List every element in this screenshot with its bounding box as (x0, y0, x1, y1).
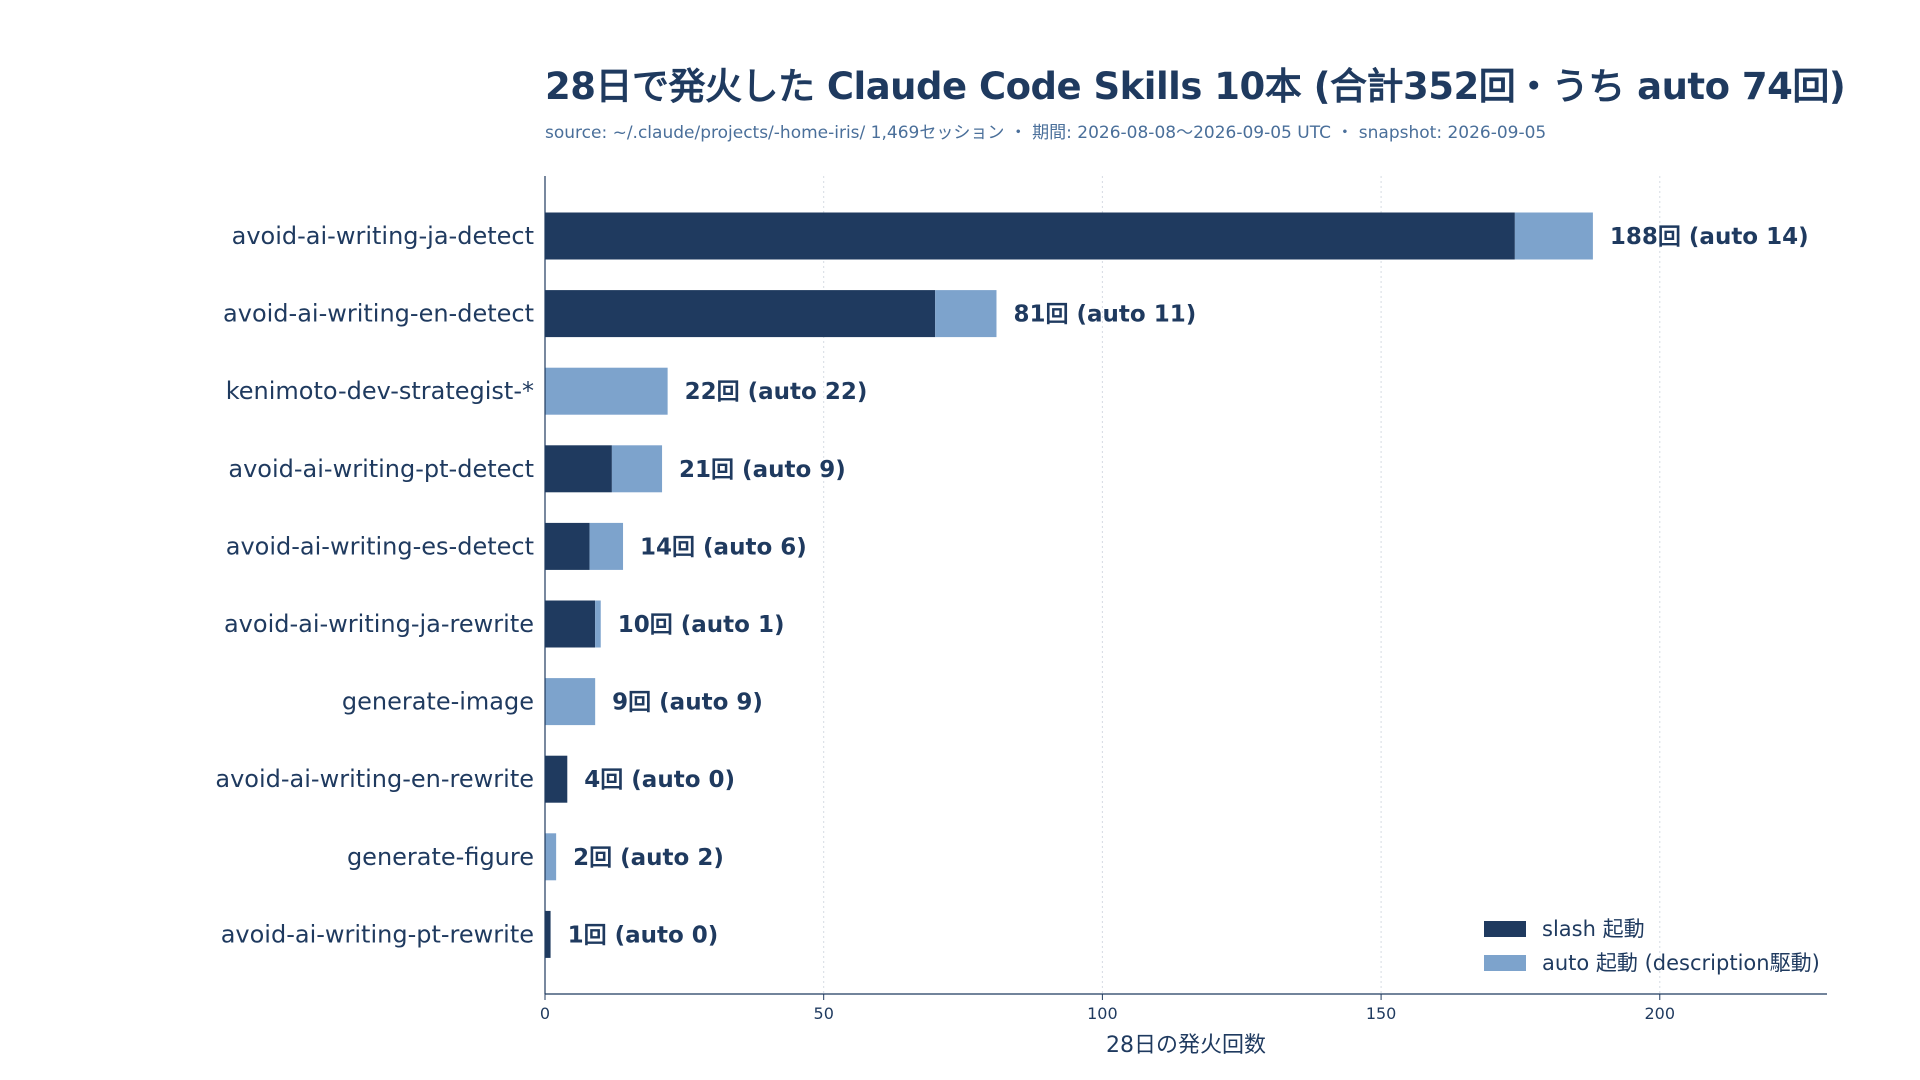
data-label: 9回 (auto 9) (612, 690, 763, 716)
category-label: avoid-ai-writing-pt-detect (228, 455, 534, 483)
legend-label: auto 起動 (description駆動) (1542, 951, 1820, 975)
x-axis-label: 28日の発火回数 (1106, 1033, 1266, 1058)
x-tick-label: 100 (1087, 1004, 1118, 1023)
data-label: 4回 (auto 0) (584, 767, 735, 793)
data-label: 10回 (auto 1) (618, 612, 785, 638)
category-label: avoid-ai-writing-en-rewrite (215, 765, 534, 793)
x-tick-label: 150 (1366, 1004, 1397, 1023)
labels-group: avoid-ai-writing-ja-detect 188回 (auto 14)… (215, 222, 1808, 948)
category-label: avoid-ai-writing-en-detect (223, 300, 534, 328)
bar-slash (545, 600, 596, 648)
category-label: avoid-ai-writing-ja-detect (232, 222, 534, 250)
x-tick-label: 50 (814, 1004, 834, 1023)
data-label: 21回 (auto 9) (679, 457, 846, 483)
bar-auto (545, 367, 668, 415)
chart-subtitle: source: ~/.claude/projects/-home-iris/ 1… (545, 123, 1547, 143)
bar-slash (545, 290, 936, 338)
bar-auto (611, 445, 663, 493)
x-tick-label: 0 (540, 1004, 550, 1023)
bar-auto (935, 290, 997, 338)
bar-slash (545, 755, 568, 803)
bar-auto (545, 678, 596, 726)
bar-slash (545, 212, 1515, 260)
bar-auto (595, 600, 601, 648)
chart-title: 28日で発火した Claude Code Skills 10本 (合計352回・… (545, 65, 1846, 108)
category-label: avoid-ai-writing-pt-rewrite (221, 920, 534, 948)
data-label: 81回 (auto 11) (1013, 302, 1196, 328)
bars-group (545, 212, 1593, 958)
bar-slash (545, 445, 612, 493)
bar-auto (589, 522, 624, 570)
legend: slash 起動 auto 起動 (description駆動) (1484, 917, 1820, 975)
data-label: 22回 (auto 22) (685, 379, 868, 405)
legend-swatch-slash (1484, 921, 1526, 937)
x-tick-label: 200 (1645, 1004, 1676, 1023)
category-label: avoid-ai-writing-ja-rewrite (224, 610, 534, 638)
data-label: 14回 (auto 6) (640, 534, 807, 560)
bar-slash (545, 910, 551, 958)
data-label: 188回 (auto 14) (1610, 224, 1809, 250)
category-label: generate-figure (347, 843, 534, 871)
legend-label: slash 起動 (1542, 917, 1645, 941)
category-label: kenimoto-dev-strategist-* (226, 377, 534, 405)
legend-swatch-auto (1484, 955, 1526, 971)
data-label: 1回 (auto 0) (568, 922, 719, 948)
bar-auto (545, 833, 557, 881)
x-ticks-group: 0 50 100 150 200 (540, 994, 1675, 1023)
category-label: avoid-ai-writing-es-detect (226, 532, 534, 560)
bar-slash (545, 522, 590, 570)
bar-auto (1514, 212, 1593, 260)
category-label: generate-image (342, 688, 534, 716)
data-label: 2回 (auto 2) (573, 845, 724, 871)
